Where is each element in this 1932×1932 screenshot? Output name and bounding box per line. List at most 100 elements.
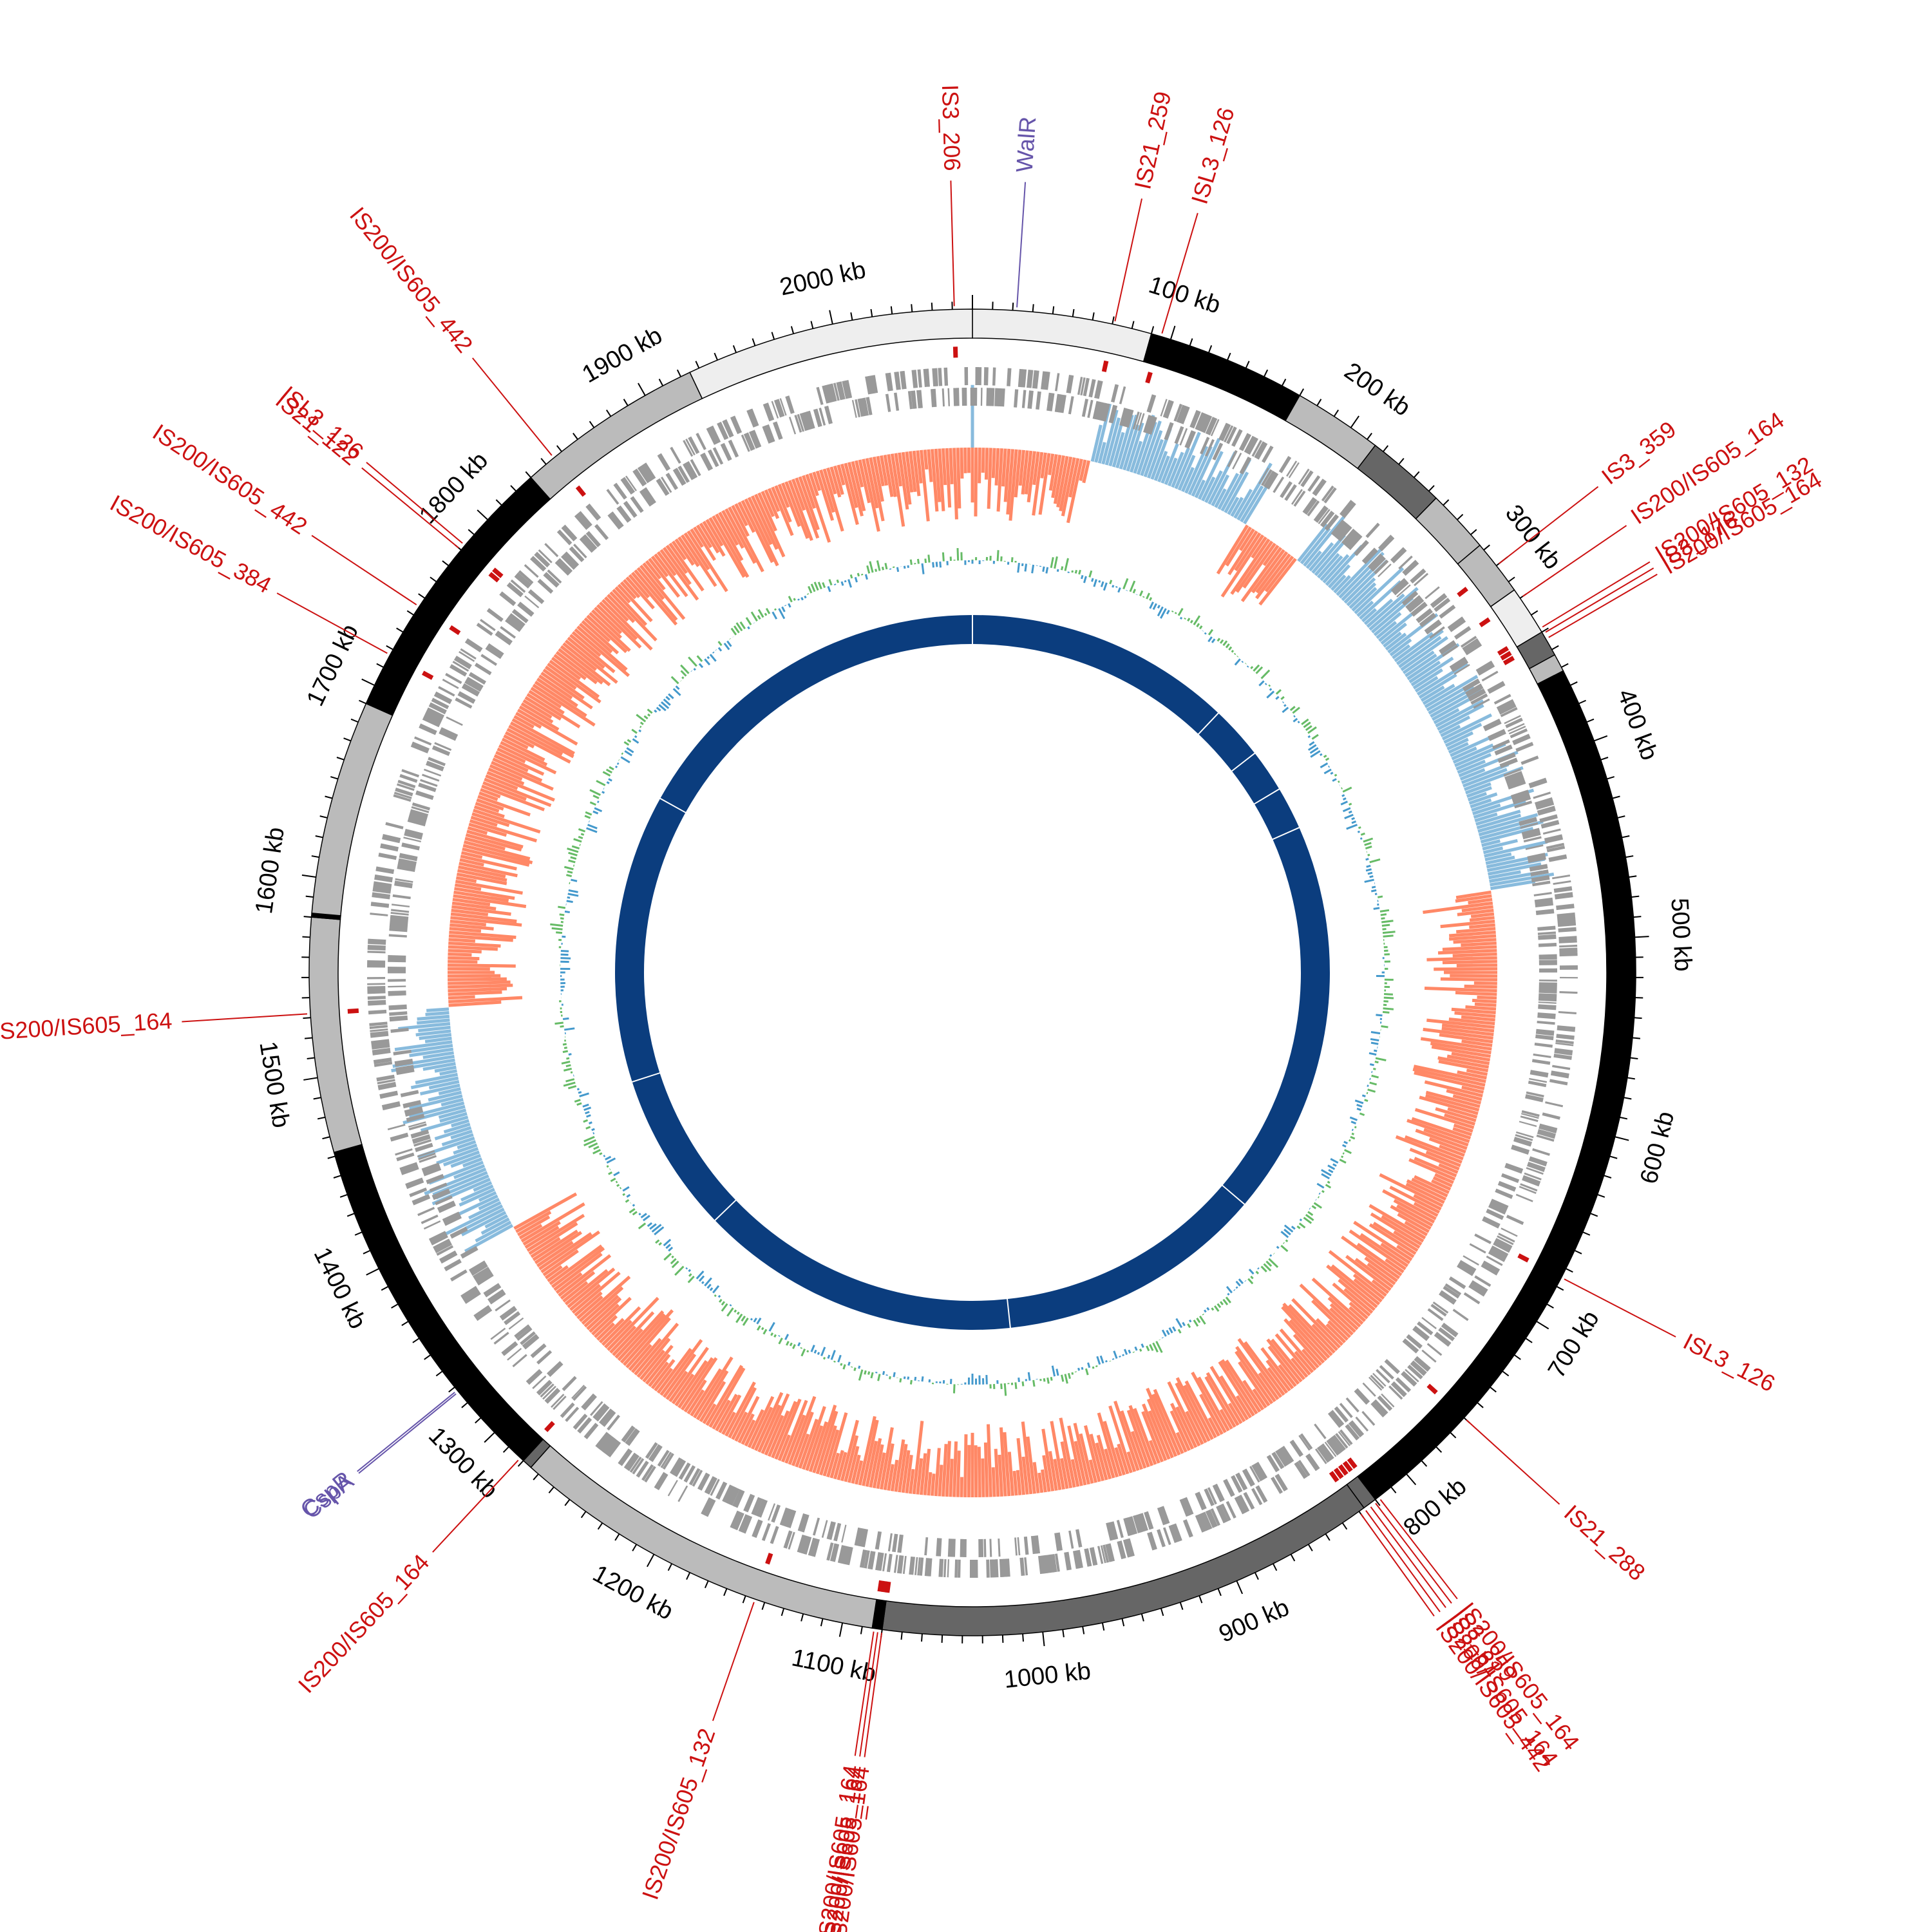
is-element-mark [1329, 1470, 1340, 1482]
is-element-mark [488, 572, 500, 583]
is-element-mark [347, 1008, 359, 1014]
feature-leader [950, 180, 955, 307]
inner-ring-segment [1222, 828, 1330, 1204]
feature-leader [1161, 213, 1198, 334]
feature-leader [1545, 567, 1654, 633]
feature-leader [1114, 198, 1143, 322]
contig-segment [881, 1484, 1365, 1636]
scale-label: 1100 kb [790, 1644, 878, 1687]
is-element-mark [544, 1421, 555, 1432]
feature-leader [361, 467, 459, 549]
is-element-mark [1479, 617, 1491, 628]
feature-label: WalR [1011, 116, 1041, 173]
is-element-mark [952, 346, 958, 358]
contig-segment [689, 308, 973, 399]
is-element-mark [1426, 1383, 1438, 1395]
scale-label: 1700 kb [301, 620, 363, 710]
feature-leader [432, 1459, 519, 1553]
feature-leader [1466, 1419, 1560, 1505]
scale-label: 1900 kb [578, 322, 667, 388]
feature-label: ISL3_126 [1679, 1328, 1779, 1397]
inner-ring-layer [615, 615, 1330, 1330]
feature-leader [1498, 486, 1599, 565]
feature-label: ISL3_126 [1186, 104, 1240, 207]
inner-ring-segment [632, 1074, 735, 1220]
inner-ring-segment [1008, 1186, 1244, 1328]
gc-skew-positive [550, 548, 1396, 1396]
contig-segment [972, 308, 1152, 363]
contig-ring [308, 308, 1636, 1636]
feature-leader [859, 1632, 878, 1757]
scale-label: 1600 kb [251, 826, 290, 916]
inner-ring-segment [972, 615, 1218, 734]
is-element-mark [1347, 1457, 1358, 1469]
feature-leader [357, 1392, 455, 1472]
is-element-mark [765, 1553, 773, 1565]
is-element-mark [1101, 360, 1109, 372]
is-element-mark [1338, 1464, 1349, 1476]
scale-label: 1000 kb [1003, 1658, 1092, 1694]
gc-skew-track [550, 548, 1396, 1396]
is-element-mark [1502, 656, 1515, 666]
scale-label: 700 kb [1543, 1306, 1605, 1383]
contig-segment [1284, 395, 1376, 469]
scale-label: 1300 kb [423, 1422, 503, 1504]
feature-leader [1016, 182, 1027, 308]
feature-label: IS200/IS605_164 [0, 1007, 173, 1045]
scale-tick-marks [301, 295, 1649, 1647]
feature-label: IS21_259 [1129, 89, 1176, 191]
scale-label: 800 kb [1399, 1473, 1472, 1541]
scale-label: 400 kb [1612, 685, 1663, 764]
feature-leader [1365, 1510, 1441, 1613]
inner-ring-segment [715, 1200, 1010, 1330]
is-element-mark [492, 567, 504, 578]
feature-leader [1370, 1506, 1446, 1608]
feature-leader [854, 1631, 875, 1756]
is-element-mark [1457, 587, 1468, 598]
feature-label: IS200/IS605_442 [345, 202, 478, 358]
scale-label: 1800 kb [414, 447, 493, 529]
is-element-mark [1342, 1461, 1353, 1473]
feature-leader [1375, 1502, 1452, 1604]
scale-label: 500 kb [1665, 897, 1696, 972]
feature-leader [1360, 1513, 1435, 1617]
gc-skew-negative [560, 560, 1385, 1385]
feature-leader [366, 462, 463, 544]
is-element-marks [347, 346, 1530, 1593]
inner-ring-segment [615, 799, 686, 1081]
is-element-mark [1497, 646, 1510, 656]
feature-leader [712, 1602, 755, 1721]
feature-label: IS3_206 [937, 84, 966, 171]
inner-ring-segment [660, 615, 972, 812]
inner-ring-segment [1255, 790, 1299, 839]
scale-label: 1400 kb [308, 1243, 372, 1333]
scale-label: 1500 kb [254, 1039, 294, 1130]
gc-content-low [391, 384, 1555, 1253]
feature-leader [864, 1633, 883, 1757]
feature-leader [1564, 1278, 1676, 1338]
scale-label: 200 kb [1340, 357, 1416, 422]
feature-leader [358, 1393, 457, 1474]
scale-label: 100 kb [1146, 271, 1224, 319]
scale-label: 1200 kb [588, 1560, 677, 1625]
contig-segment [530, 372, 703, 500]
is-element-mark [1500, 650, 1512, 661]
scale-label: 600 kb [1635, 1109, 1680, 1187]
scale-label: 2000 kb [777, 256, 868, 301]
feature-label: IS21_288 [1559, 1499, 1651, 1586]
is-element-mark [575, 485, 587, 497]
gene-blocks [367, 367, 1578, 1578]
is-element-mark [877, 1580, 884, 1592]
feature-leader [1542, 561, 1651, 628]
feature-leader [182, 1013, 308, 1023]
gc-content-high [448, 448, 1497, 1497]
contig-segment [308, 916, 363, 1153]
feature-leader [311, 535, 417, 605]
inner-ring-segment [1232, 753, 1279, 804]
feature-leader [1379, 1499, 1458, 1600]
feature-leader [1548, 573, 1658, 638]
is-element-mark [1517, 1253, 1530, 1263]
gc-content-track [391, 384, 1555, 1497]
contig-segment [1357, 444, 1437, 520]
